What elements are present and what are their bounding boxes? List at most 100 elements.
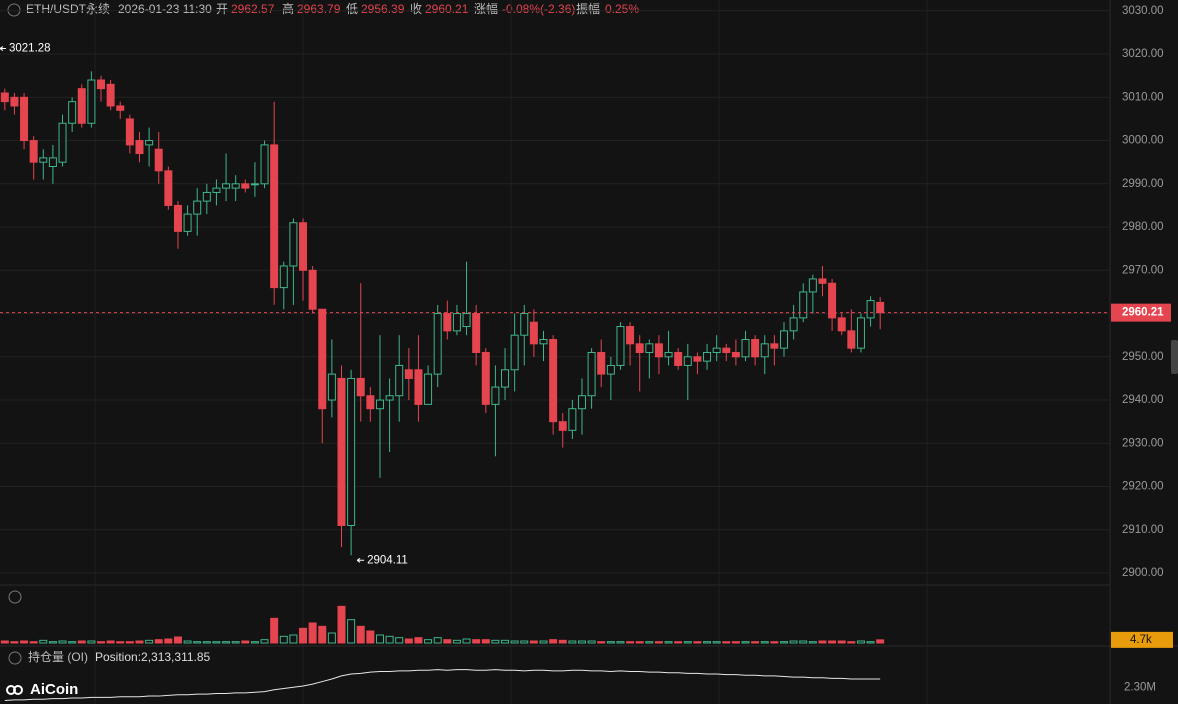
candle-body (77, 88, 86, 124)
side-handle[interactable] (1171, 340, 1178, 374)
candle-body (501, 369, 510, 388)
candle-body (664, 351, 673, 358)
open-label: 开 (216, 2, 228, 16)
candle-body (299, 222, 308, 271)
volume-bar (876, 639, 885, 644)
volume-bar (299, 627, 308, 644)
volume-bar (529, 640, 538, 644)
candle-body (29, 140, 38, 163)
volume-bar (193, 641, 202, 644)
candle-body (606, 364, 615, 375)
collapse-icon[interactable] (7, 3, 21, 17)
volume-label: 4.7k (1130, 634, 1152, 646)
volume-bar (97, 641, 106, 644)
candle-body (10, 96, 19, 107)
volume-bar (318, 625, 327, 644)
candle-body (616, 326, 625, 366)
oi-title: 持仓量 (OI) (28, 649, 88, 664)
volume-bar (491, 639, 500, 644)
volume-bar (135, 640, 144, 644)
volume-bar (308, 622, 317, 644)
candle-body (145, 140, 154, 146)
oi-position: Position:2,313,311.85 (95, 650, 211, 664)
candle-body (318, 308, 327, 410)
candle-body (876, 301, 885, 314)
candle-body (433, 313, 442, 375)
candle-body (789, 317, 798, 332)
candle-body (491, 386, 500, 405)
volume-bar (29, 641, 38, 644)
volume-bar (10, 641, 19, 644)
candle-body (154, 148, 163, 172)
y-tick-label: 3010.00 (1122, 91, 1164, 103)
volume-bar (366, 630, 375, 644)
collapse-icon[interactable] (8, 651, 22, 665)
candle-body (828, 282, 837, 319)
volume-bar (39, 639, 48, 644)
change-value: -0.08%(-2.36) (502, 2, 575, 16)
candle-body (260, 144, 269, 185)
high-annotation: 3021.28 (9, 43, 51, 55)
volume-bar (279, 635, 288, 644)
candle-body (587, 351, 596, 397)
volume-bar (424, 639, 433, 644)
volume-bar (568, 640, 577, 644)
candle-body (645, 343, 654, 353)
volume-bar (164, 638, 173, 644)
high-value: 2963.79 (297, 2, 341, 16)
last-price-label: 2960.21 (1122, 307, 1164, 319)
candle-body (356, 377, 365, 397)
candle-body (760, 343, 769, 358)
volume-bar (741, 641, 750, 644)
candle-body (173, 204, 182, 232)
candle-body (106, 83, 115, 107)
y-tick-label: 3030.00 (1122, 5, 1164, 17)
candle-body (856, 317, 865, 349)
volume-bar (587, 640, 596, 644)
collapse-icon[interactable] (8, 590, 22, 604)
volume-bar (395, 637, 404, 644)
volume-bar (183, 640, 192, 644)
volume-bar (0, 640, 9, 644)
volume-bar (779, 641, 788, 644)
volume-bar (558, 639, 567, 644)
volume-bar (68, 641, 77, 644)
volume-bar (712, 641, 721, 644)
close-value: 2960.21 (425, 2, 469, 16)
candle-body (39, 157, 48, 163)
candle-body (375, 399, 384, 410)
volume-bar (20, 640, 29, 644)
candle-body (529, 321, 538, 345)
volume-bar (847, 641, 856, 644)
volume-bar (789, 640, 798, 644)
volume-bar (250, 641, 259, 644)
candle-body (0, 92, 9, 103)
candle-body (58, 122, 67, 163)
volume-bar (231, 641, 240, 644)
volume-bar (731, 641, 740, 644)
candle-body (520, 313, 529, 336)
candle-body (404, 369, 413, 379)
candle-body (231, 183, 240, 189)
volume-bar (48, 641, 57, 644)
candle-body (97, 79, 106, 90)
y-tick-label: 2980.00 (1122, 221, 1164, 233)
y-tick-label: 2990.00 (1122, 178, 1164, 190)
volume-bar (154, 639, 163, 644)
volume-bar (549, 639, 558, 644)
candle-body (87, 79, 96, 124)
candle-body (654, 343, 663, 358)
volume-bar (626, 641, 635, 644)
candle-body (212, 187, 221, 193)
candle-body (347, 377, 356, 526)
volume-bar (635, 641, 644, 644)
volume-bar (539, 640, 548, 644)
volume-bar (433, 637, 442, 644)
volume-bar (510, 640, 519, 644)
symbol: ETH/USDT永续 (26, 2, 110, 16)
arrow (356, 557, 365, 563)
candle-body (452, 313, 461, 332)
candle-body (395, 364, 404, 397)
y-tick-label: 2970.00 (1122, 264, 1164, 276)
candle-body (279, 265, 288, 289)
